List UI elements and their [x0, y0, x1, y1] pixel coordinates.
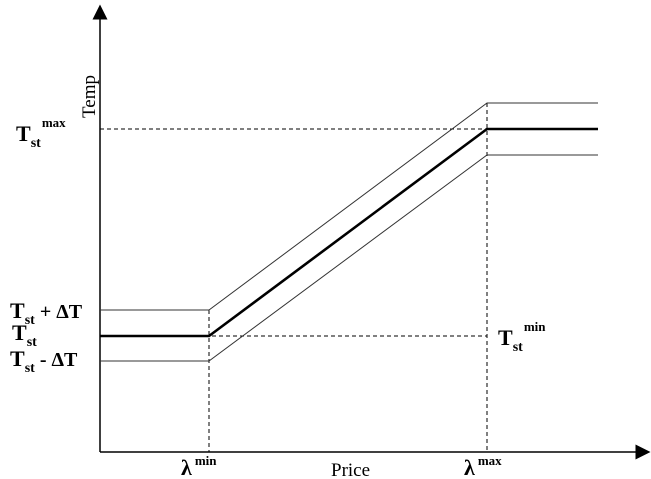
y-axis-label: Temp	[79, 75, 100, 118]
tst-min-label: Tstmin	[498, 319, 546, 355]
tst-label: Tst	[12, 320, 37, 350]
lambda-max-label: λ max	[464, 453, 502, 479]
tst-plus-delta-label: Tst + ΔT	[10, 298, 83, 328]
x-axis-label: Price	[331, 460, 370, 479]
lambda-min-label: λ min	[181, 453, 217, 479]
tst-max-label: Tstmax	[16, 115, 66, 151]
upper-band-curve	[100, 102, 598, 311]
lower-band-curve	[100, 154, 598, 362]
setpoint-curve	[100, 127, 598, 338]
tst-minus-delta-label: Tst - ΔT	[10, 346, 78, 376]
